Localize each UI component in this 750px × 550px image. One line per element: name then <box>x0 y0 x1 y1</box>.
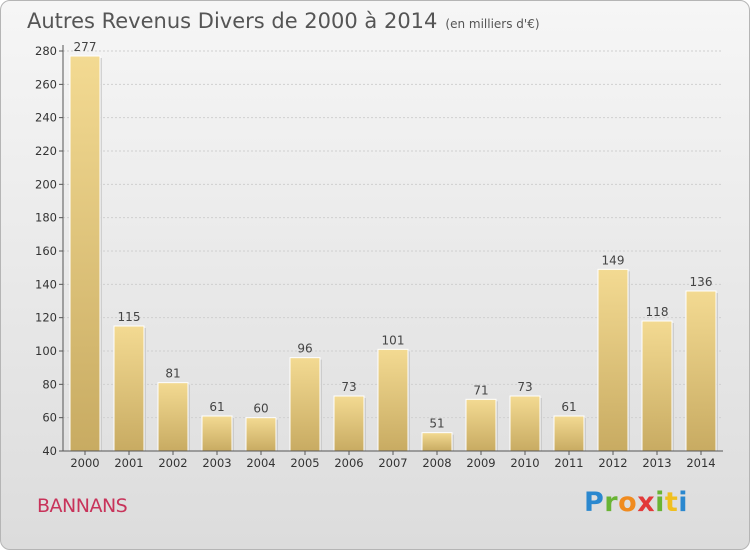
x-tick-label: 2011 <box>554 456 583 470</box>
bar <box>641 320 673 452</box>
x-tick-label: 2014 <box>686 456 715 470</box>
x-tick-label: 2012 <box>598 456 627 470</box>
x-tick-label: 2002 <box>158 456 187 470</box>
y-tick-label: 140 <box>35 277 57 291</box>
logo-letter: t <box>664 487 679 518</box>
title-text: Autres Revenus Divers de 2000 à 2014 <box>27 9 438 33</box>
logo-letter: i <box>655 487 665 518</box>
logo-letter: o <box>618 487 638 518</box>
bar <box>157 382 189 452</box>
y-tick-label: 40 <box>42 444 57 458</box>
y-tick-label: 60 <box>42 411 57 425</box>
bar <box>69 55 101 452</box>
subtitle-text: (en milliers d'€) <box>445 17 540 31</box>
y-tick-label: 240 <box>35 111 57 125</box>
data-label: 61 <box>209 400 224 414</box>
y-tick-label: 280 <box>35 44 57 58</box>
data-label: 115 <box>118 310 141 324</box>
x-tick-label: 2009 <box>466 456 495 470</box>
data-label: 101 <box>382 333 405 347</box>
x-tick-label: 2007 <box>378 456 407 470</box>
x-tick-label: 2013 <box>642 456 671 470</box>
y-tick-label: 120 <box>35 311 57 325</box>
y-tick-label: 200 <box>35 177 57 191</box>
data-label: 60 <box>253 402 268 416</box>
y-tick-label: 180 <box>35 211 57 225</box>
bar <box>465 398 497 452</box>
x-tick-label: 2001 <box>114 456 143 470</box>
x-tick-label: 2006 <box>334 456 363 470</box>
data-label: 61 <box>561 400 576 414</box>
bar <box>509 395 541 452</box>
bar <box>201 415 233 452</box>
chart-title: Autres Revenus Divers de 2000 à 2014 (en … <box>27 9 540 33</box>
data-label: 71 <box>473 383 488 397</box>
logo-letter: x <box>637 487 656 518</box>
data-label: 81 <box>165 367 180 381</box>
data-label: 277 <box>74 40 97 54</box>
proxiti-logo[interactable]: Proxiti <box>584 487 688 518</box>
bar <box>377 348 409 452</box>
data-label: 96 <box>297 342 312 356</box>
bar <box>597 268 629 452</box>
bar <box>245 417 277 452</box>
data-label: 73 <box>517 380 532 394</box>
bar <box>685 290 717 452</box>
bar <box>289 357 321 452</box>
commune-name: BANNANS <box>37 495 128 517</box>
logo-letter: i <box>678 487 689 518</box>
bar <box>421 432 453 452</box>
x-tick-label: 2010 <box>510 456 539 470</box>
y-tick-label: 80 <box>42 377 57 391</box>
x-tick-label: 2004 <box>246 456 275 470</box>
y-tick-label: 220 <box>35 144 57 158</box>
x-tick-label: 2000 <box>70 456 99 470</box>
y-tick-label: 160 <box>35 244 57 258</box>
x-tick-label: 2005 <box>290 456 319 470</box>
y-tick-label: 260 <box>35 77 57 91</box>
labels: 40 60 80 100 120 140 160 180 200 220 240 260 280 2000… <box>35 40 716 470</box>
x-tick-label: 2003 <box>202 456 231 470</box>
bar <box>333 395 365 452</box>
bars <box>69 55 718 452</box>
data-label: 136 <box>690 275 713 289</box>
data-label: 73 <box>341 380 356 394</box>
axes <box>59 45 723 455</box>
bar <box>553 415 585 452</box>
data-label: 149 <box>602 253 625 267</box>
logo-letter: P <box>584 487 605 518</box>
x-tick-label: 2008 <box>422 456 451 470</box>
y-tick-label: 100 <box>35 344 57 358</box>
logo-letter: r <box>604 487 619 518</box>
data-label: 118 <box>646 305 669 319</box>
data-label: 51 <box>429 417 444 431</box>
bar <box>113 325 145 452</box>
